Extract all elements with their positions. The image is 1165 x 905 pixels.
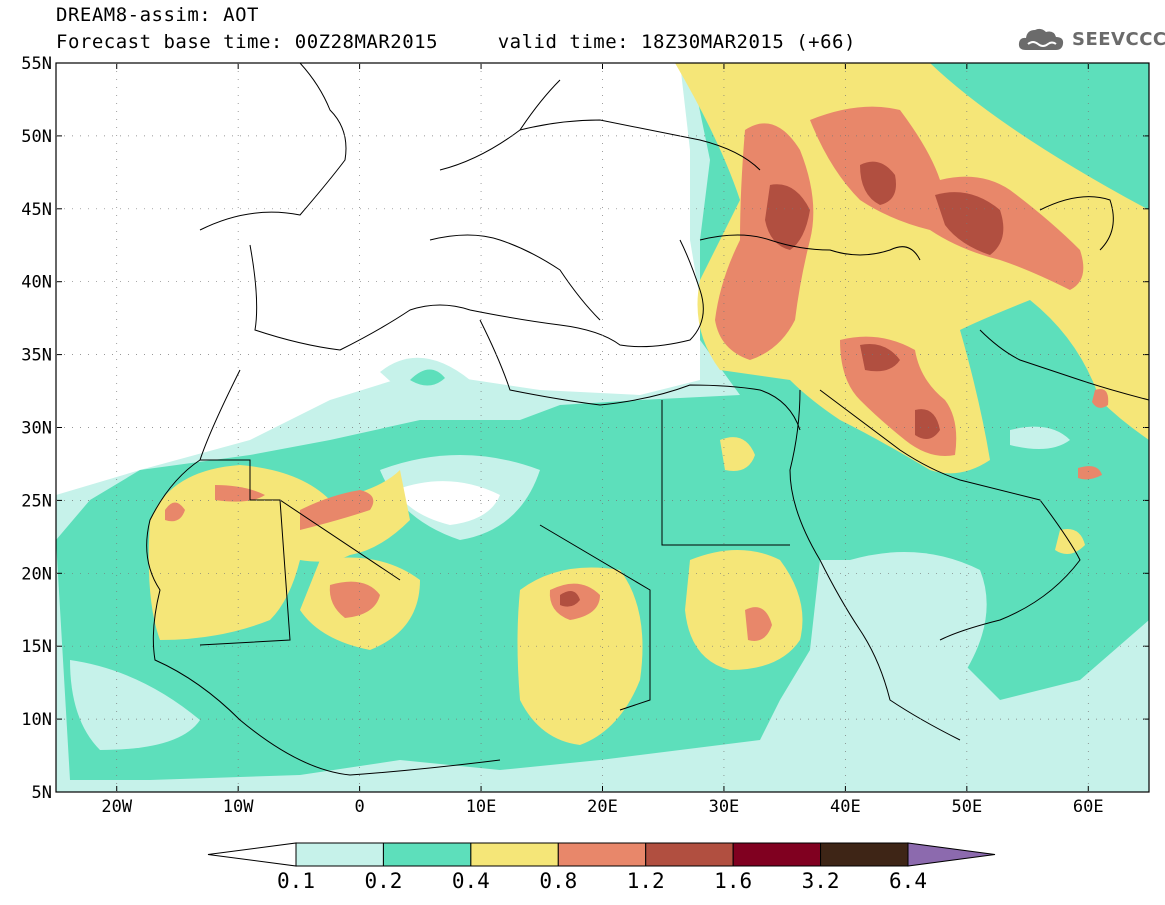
colorbar-label: 0.4 <box>451 869 490 893</box>
colorbar-low-arrow <box>207 842 297 867</box>
aot-band-0.1-patches <box>70 426 1070 750</box>
lat-label: 20N <box>21 564 52 584</box>
coastlines-and-borders <box>146 63 1149 776</box>
colorbar-label: 0.2 <box>364 869 403 893</box>
lat-label: 25N <box>21 491 52 511</box>
colorbar-swatch <box>732 842 822 867</box>
lon-label: 10W <box>223 797 254 817</box>
colorbar-swatch <box>295 842 384 867</box>
lat-label: 10N <box>21 710 52 730</box>
colorbar-swatch <box>470 842 559 867</box>
lon-label: 40E <box>830 797 861 817</box>
lat-label: 35N <box>21 346 52 366</box>
lon-label: 10E <box>466 797 497 817</box>
longitude-axis: 20W 10W 0 10E 20E 30E 40E 50E 60E <box>101 63 1104 817</box>
lat-label: 55N <box>21 54 52 74</box>
colorbar-swatch <box>557 842 647 867</box>
colorbar <box>207 842 996 867</box>
lat-label: 45N <box>21 200 52 220</box>
lon-label: 0 <box>354 797 364 817</box>
colorbar-swatch <box>645 842 734 867</box>
lat-label: 40N <box>21 273 52 293</box>
logo-text: SEEVCCC <box>1072 28 1165 50</box>
aot-band-1.2 <box>560 161 1004 607</box>
lon-label: 20E <box>587 797 618 817</box>
colorbar-swatch <box>382 842 472 867</box>
lon-label: 20W <box>101 797 132 817</box>
lat-label: 5N <box>32 783 52 803</box>
colorbar-high-arrow <box>907 842 996 867</box>
lon-label: 50E <box>951 797 982 817</box>
map-title: DREAM8-assim: AOT <box>56 4 259 26</box>
lat-label: 15N <box>21 637 52 657</box>
cloud-icon <box>1018 28 1064 50</box>
colorbar-label: 3.2 <box>801 869 840 893</box>
colorbar-label: 1.2 <box>626 869 665 893</box>
colorbar-label: 6.4 <box>889 869 927 893</box>
forecast-times: Forecast base time: 00Z28MAR2015 valid t… <box>56 31 856 53</box>
seevccc-logo: SEEVCCC <box>1016 24 1165 54</box>
lat-label: 50N <box>21 127 52 147</box>
latitude-axis: 55N 50N 45N 40N 35N 30N 25N 20N 15N 10N 5N <box>21 54 1149 803</box>
colorbar-label: 1.6 <box>714 869 753 893</box>
lat-label: 30N <box>21 419 52 439</box>
colorbar-swatch <box>820 842 909 867</box>
colorbar-label: 0.8 <box>539 869 578 893</box>
lon-label: 30E <box>709 797 740 817</box>
lon-label: 60E <box>1073 797 1104 817</box>
colorbar-label: 0.1 <box>277 869 315 893</box>
